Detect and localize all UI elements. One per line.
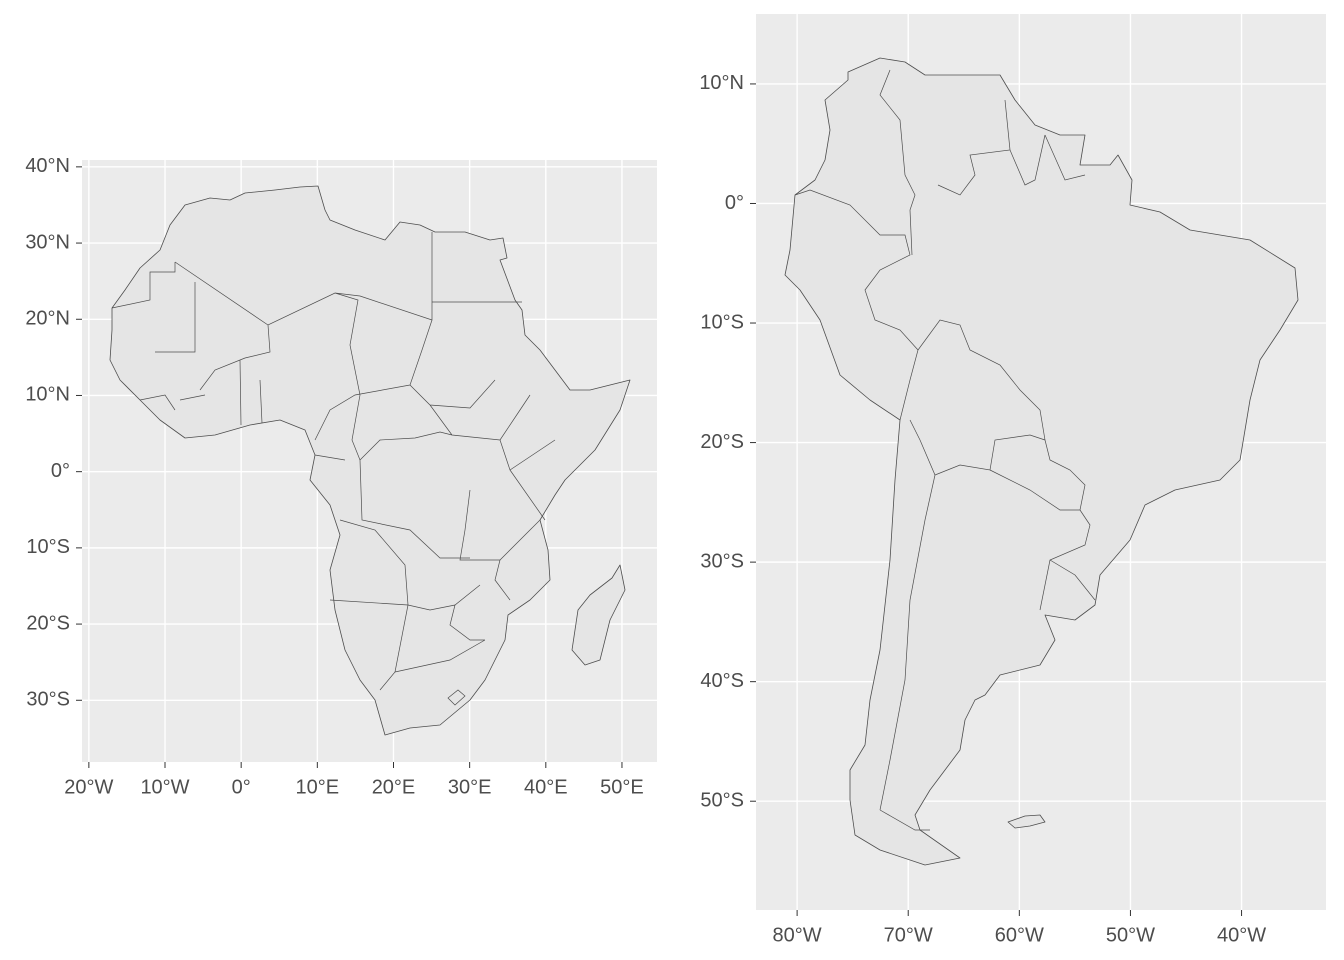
- x-tick-label: 20°E: [372, 776, 416, 798]
- africa-land: [109, 185, 631, 736]
- y-tick-label: 20°N: [25, 308, 70, 330]
- x-tick-label: 10°E: [296, 776, 340, 798]
- country-borders: [794, 69, 1096, 831]
- south-america-map: [784, 57, 1299, 866]
- x-tick-label: 40°E: [524, 776, 568, 798]
- y-tick-label: 10°S: [26, 536, 70, 558]
- x-tick-label: 80°W: [773, 924, 822, 946]
- x-tick-label: 60°W: [995, 924, 1044, 946]
- y-tick-label: 40°N: [25, 155, 70, 177]
- y-tick-label: 10°N: [699, 72, 744, 94]
- y-tick-label: 30°S: [700, 550, 744, 572]
- x-tick-label: 10°W: [140, 776, 189, 798]
- y-tick-label: 30°N: [25, 231, 70, 253]
- x-tick-label: 0°: [232, 776, 251, 798]
- y-tick-label: 40°S: [700, 670, 744, 692]
- y-tick-label: 20°S: [26, 612, 70, 634]
- y-tick-label: 0°: [725, 192, 744, 214]
- x-tick-label: 50°W: [1106, 924, 1155, 946]
- y-tick-label: 20°S: [700, 431, 744, 453]
- x-tick-label: 70°W: [884, 924, 933, 946]
- x-tick-label: 50°E: [600, 776, 644, 798]
- south-america-land: [784, 57, 1299, 866]
- falkland-islands: [1007, 814, 1046, 829]
- y-tick-label: 10°N: [25, 384, 70, 406]
- y-tick-label: 10°S: [700, 311, 744, 333]
- y-tick-label: 0°: [51, 460, 70, 482]
- x-tick-label: 20°W: [64, 776, 113, 798]
- y-tick-label: 30°S: [26, 689, 70, 711]
- africa-map: [109, 185, 631, 736]
- x-tick-label: 30°E: [448, 776, 492, 798]
- country-borders: [111, 232, 556, 691]
- lesotho: [447, 689, 466, 706]
- x-tick-label: 40°W: [1217, 924, 1266, 946]
- madagascar: [571, 564, 626, 666]
- y-tick-label: 50°S: [700, 789, 744, 811]
